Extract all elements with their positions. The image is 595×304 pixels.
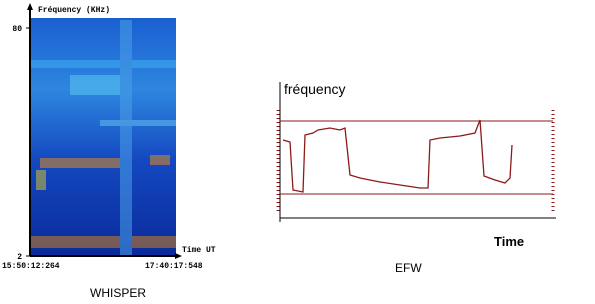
data-line (283, 120, 512, 192)
y-tick-label: 2 (17, 253, 22, 262)
caption: EFW (395, 261, 422, 275)
y-label: fréquency (284, 81, 345, 97)
x-label: Time (494, 234, 524, 249)
x-tick-label: 15:50:12:264 (2, 262, 60, 271)
figure: Fréquency (KHz) Time UT 15:50:12:264 17:… (0, 0, 595, 304)
y-label: Fréquency (KHz) (38, 6, 110, 15)
spectrogram-image (30, 18, 176, 256)
x-tick-label: 17:40:17:548 (145, 262, 203, 271)
y-arrow (27, 3, 33, 10)
caption: WHISPER (90, 286, 146, 300)
x-arrow (175, 253, 182, 259)
y-tick-label: 80 (12, 25, 22, 34)
x-label: Time UT (182, 246, 216, 255)
